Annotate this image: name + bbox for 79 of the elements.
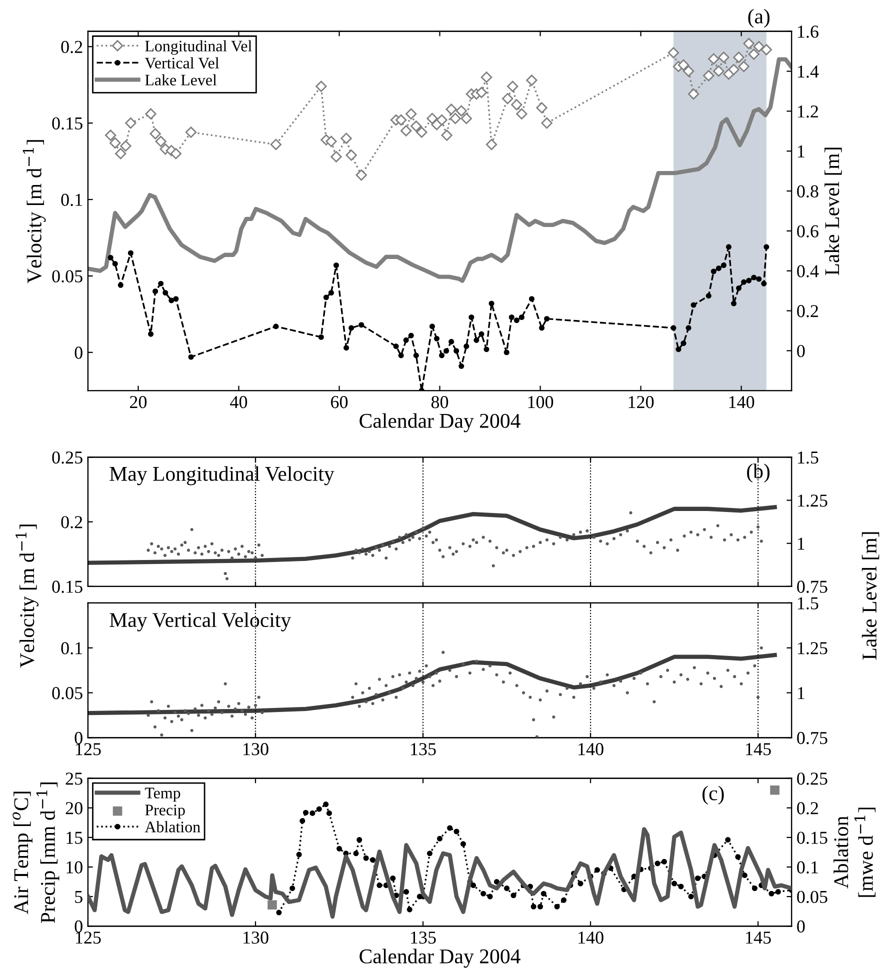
x-tick-label: 125 bbox=[76, 743, 101, 756]
x-tick-label: 135 bbox=[411, 932, 436, 944]
y2-tick-label: 1 bbox=[798, 687, 804, 700]
chart-title: May Vertical Velocity bbox=[110, 612, 292, 632]
line-series bbox=[88, 652, 777, 716]
y2-tick-label: 0.2 bbox=[797, 305, 818, 318]
y-tick-label: 0 bbox=[74, 920, 82, 933]
legend-label: Lake Level bbox=[145, 74, 217, 86]
x-tick-label: 100 bbox=[528, 396, 554, 408]
x-tick-label: 20 bbox=[130, 396, 147, 408]
y2-axis-title: Lake Level [m] bbox=[824, 148, 842, 276]
y2-tick-label: 0.6 bbox=[797, 225, 818, 238]
y-tick-label: 25 bbox=[66, 772, 82, 785]
y2-tick-label: 0.8 bbox=[797, 185, 818, 198]
y-tick-label: 0.15 bbox=[52, 580, 82, 593]
legend-label: Longitudinal Vel bbox=[145, 40, 252, 55]
legend-label: Vertical Vel bbox=[144, 57, 220, 69]
y-tick-label: 0.2 bbox=[61, 40, 82, 54]
line-series bbox=[88, 505, 777, 565]
y-tick-label: 0 bbox=[74, 346, 82, 359]
legend-label: Precip bbox=[145, 804, 185, 819]
line-series bbox=[88, 57, 792, 283]
x-tick-label: 80 bbox=[431, 396, 448, 408]
y2-tick-label: 1.6 bbox=[798, 26, 818, 38]
x-tick-label: 40 bbox=[230, 396, 248, 408]
x-tick-label: 130 bbox=[244, 743, 268, 756]
y2-tick-label: 1.5 bbox=[798, 452, 818, 464]
y2-tick-label: 1 bbox=[798, 538, 804, 550]
y-axis-title: Air Temp [$^{o}$C] Precip [mm d$^{−1}$] bbox=[12, 782, 60, 923]
annotation: (c) bbox=[702, 786, 724, 805]
chart-title: May Longitudinal Velocity bbox=[110, 466, 334, 486]
y2-tick-label: 1.25 bbox=[798, 494, 828, 507]
y-axis-title: Velocity [m d$^{−1}$] bbox=[22, 140, 46, 284]
y-tick-label: 0.15 bbox=[52, 117, 82, 130]
y2-tick-label: 1.2 bbox=[798, 105, 818, 118]
y2-tick-label: 0.75 bbox=[797, 580, 828, 593]
y-tick-label: 20 bbox=[66, 802, 82, 814]
x-axis-title: Calendar Day 2004 bbox=[360, 948, 520, 968]
y-tick-label: 0.2 bbox=[61, 516, 82, 528]
y2-tick-label: 0.05 bbox=[797, 890, 828, 904]
y2-axis-title: Ablation [mwe d$^{−1}$] bbox=[834, 808, 876, 897]
x-tick-label: 145 bbox=[746, 932, 771, 944]
y-tick-label: 10 bbox=[66, 861, 82, 874]
y-tick-label: 0.25 bbox=[52, 451, 82, 464]
y-tick-label: 5 bbox=[75, 891, 82, 904]
y2-tick-label: 0.75 bbox=[797, 732, 828, 744]
legend-label: Temp bbox=[144, 788, 180, 802]
x-tick-label: 120 bbox=[628, 396, 654, 408]
text: (a) bbox=[748, 8, 770, 28]
x-tick-label: 140 bbox=[578, 743, 604, 756]
y-tick-label: 0.1 bbox=[61, 642, 82, 654]
x-tick-label: 130 bbox=[244, 932, 268, 944]
x-axis-title: Calendar Day 2004 bbox=[360, 413, 520, 432]
x-tick-label: 140 bbox=[578, 932, 604, 944]
y2-axis-title: Lake Level [m] bbox=[862, 532, 880, 660]
y2-tick-label: 0.15 bbox=[797, 832, 828, 844]
y2-tick-label: 0.25 bbox=[797, 772, 828, 785]
y2-tick-label: 0 bbox=[797, 920, 805, 933]
y-tick-label: 0 bbox=[74, 732, 82, 744]
y2-tick-label: 1.4 bbox=[798, 66, 819, 78]
x-tick-label: 145 bbox=[746, 743, 771, 756]
x-tick-label: 140 bbox=[729, 396, 754, 408]
y2-tick-label: 1 bbox=[798, 145, 804, 158]
x-tick-label: 135 bbox=[411, 743, 436, 756]
y-tick-label: 0.05 bbox=[52, 687, 82, 700]
y-tick-label: 0.1 bbox=[61, 194, 82, 206]
y2-tick-label: 0 bbox=[797, 344, 805, 358]
y2-tick-label: 0.4 bbox=[797, 265, 819, 278]
y-tick-label: 0.05 bbox=[52, 270, 82, 282]
y2-tick-label: 0.2 bbox=[797, 802, 818, 814]
legend-label: Ablation bbox=[144, 821, 200, 832]
x-tick-label: 60 bbox=[330, 396, 348, 408]
y2-tick-label: 0.1 bbox=[797, 861, 818, 874]
y-tick-label: 15 bbox=[66, 832, 82, 844]
y-axis-title: Velocity [m d$^{−1}$] bbox=[16, 524, 38, 668]
x-tick-label: 125 bbox=[76, 932, 101, 944]
annotation: (b) bbox=[747, 464, 770, 483]
y2-tick-label: 1.25 bbox=[798, 642, 828, 654]
y2-tick-label: 1.5 bbox=[798, 597, 818, 610]
